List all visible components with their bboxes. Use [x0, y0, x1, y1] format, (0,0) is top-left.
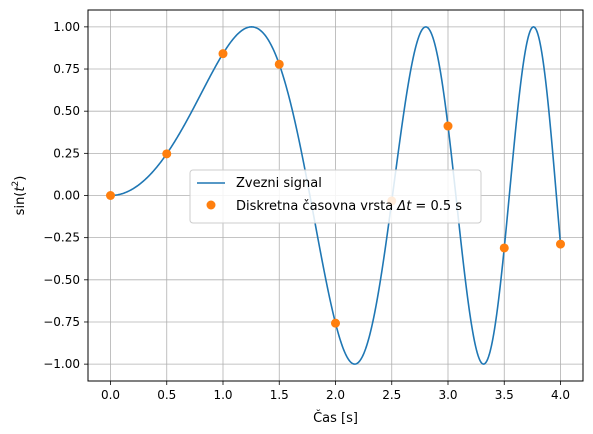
x-axis-label: Čas [s] [313, 410, 358, 426]
legend-label-discrete-suffix: = 0.5 s [411, 199, 462, 214]
y-axis-label-base: sin( [13, 192, 28, 216]
y-tick-label: 1.00 [53, 20, 80, 34]
y-tick-label: 0.75 [53, 62, 80, 76]
legend-scatter-marker [206, 200, 216, 210]
x-tick-label: 4.0 [551, 388, 570, 402]
y-tick-label: −0.50 [43, 273, 80, 287]
data-point [106, 191, 115, 200]
y-axis-label-var: t [13, 186, 28, 192]
y-tick-label: 0.25 [53, 146, 80, 160]
data-point [443, 121, 453, 131]
data-point [499, 243, 509, 253]
x-tick-label: 0.5 [157, 388, 176, 402]
x-tick-label: 2.5 [382, 388, 401, 402]
data-point [274, 59, 284, 69]
legend-box [189, 169, 482, 224]
y-tick-label: −0.75 [43, 315, 80, 329]
data-point [218, 49, 228, 59]
y-axis-label-close: ) [13, 176, 28, 181]
legend-label-discrete-prefix: Diskretna časovna vrsta [236, 199, 397, 214]
y-axis: −1.00 −0.75 −0.50 −0.25 0.00 0.25 0.50 0.75 1.00 [43, 20, 88, 371]
legend-label-discrete: Diskretna časovna vrsta Δt = 0.5 s [236, 199, 462, 214]
x-tick-label: 0.0 [101, 388, 120, 402]
x-tick-label: 3.0 [438, 388, 457, 402]
data-point [162, 149, 172, 159]
y-axis-label: sin(t2) [11, 176, 28, 216]
legend-label-continuous: Zvezni signal [236, 176, 322, 191]
x-tick-label: 3.5 [495, 388, 514, 402]
y-tick-label: 0.50 [53, 104, 80, 118]
x-tick-label: 1.5 [270, 388, 289, 402]
y-tick-label: −1.00 [43, 357, 80, 371]
data-point [556, 239, 565, 249]
legend: Zvezni signal Diskretna časovna vrsta Δt… [189, 169, 482, 224]
data-point [331, 318, 340, 328]
x-tick-label: 2.0 [326, 388, 345, 402]
legend-label-discrete-math: Δt [396, 199, 412, 214]
x-tick-label: 1.0 [213, 388, 232, 402]
y-axis-label-sup: 2 [11, 181, 21, 187]
y-tick-label: −0.25 [43, 231, 80, 245]
y-tick-label: 0.00 [53, 189, 80, 203]
x-axis: 0.0 0.5 1.0 1.5 2.0 2.5 3.0 3.5 4.0 [101, 381, 570, 402]
